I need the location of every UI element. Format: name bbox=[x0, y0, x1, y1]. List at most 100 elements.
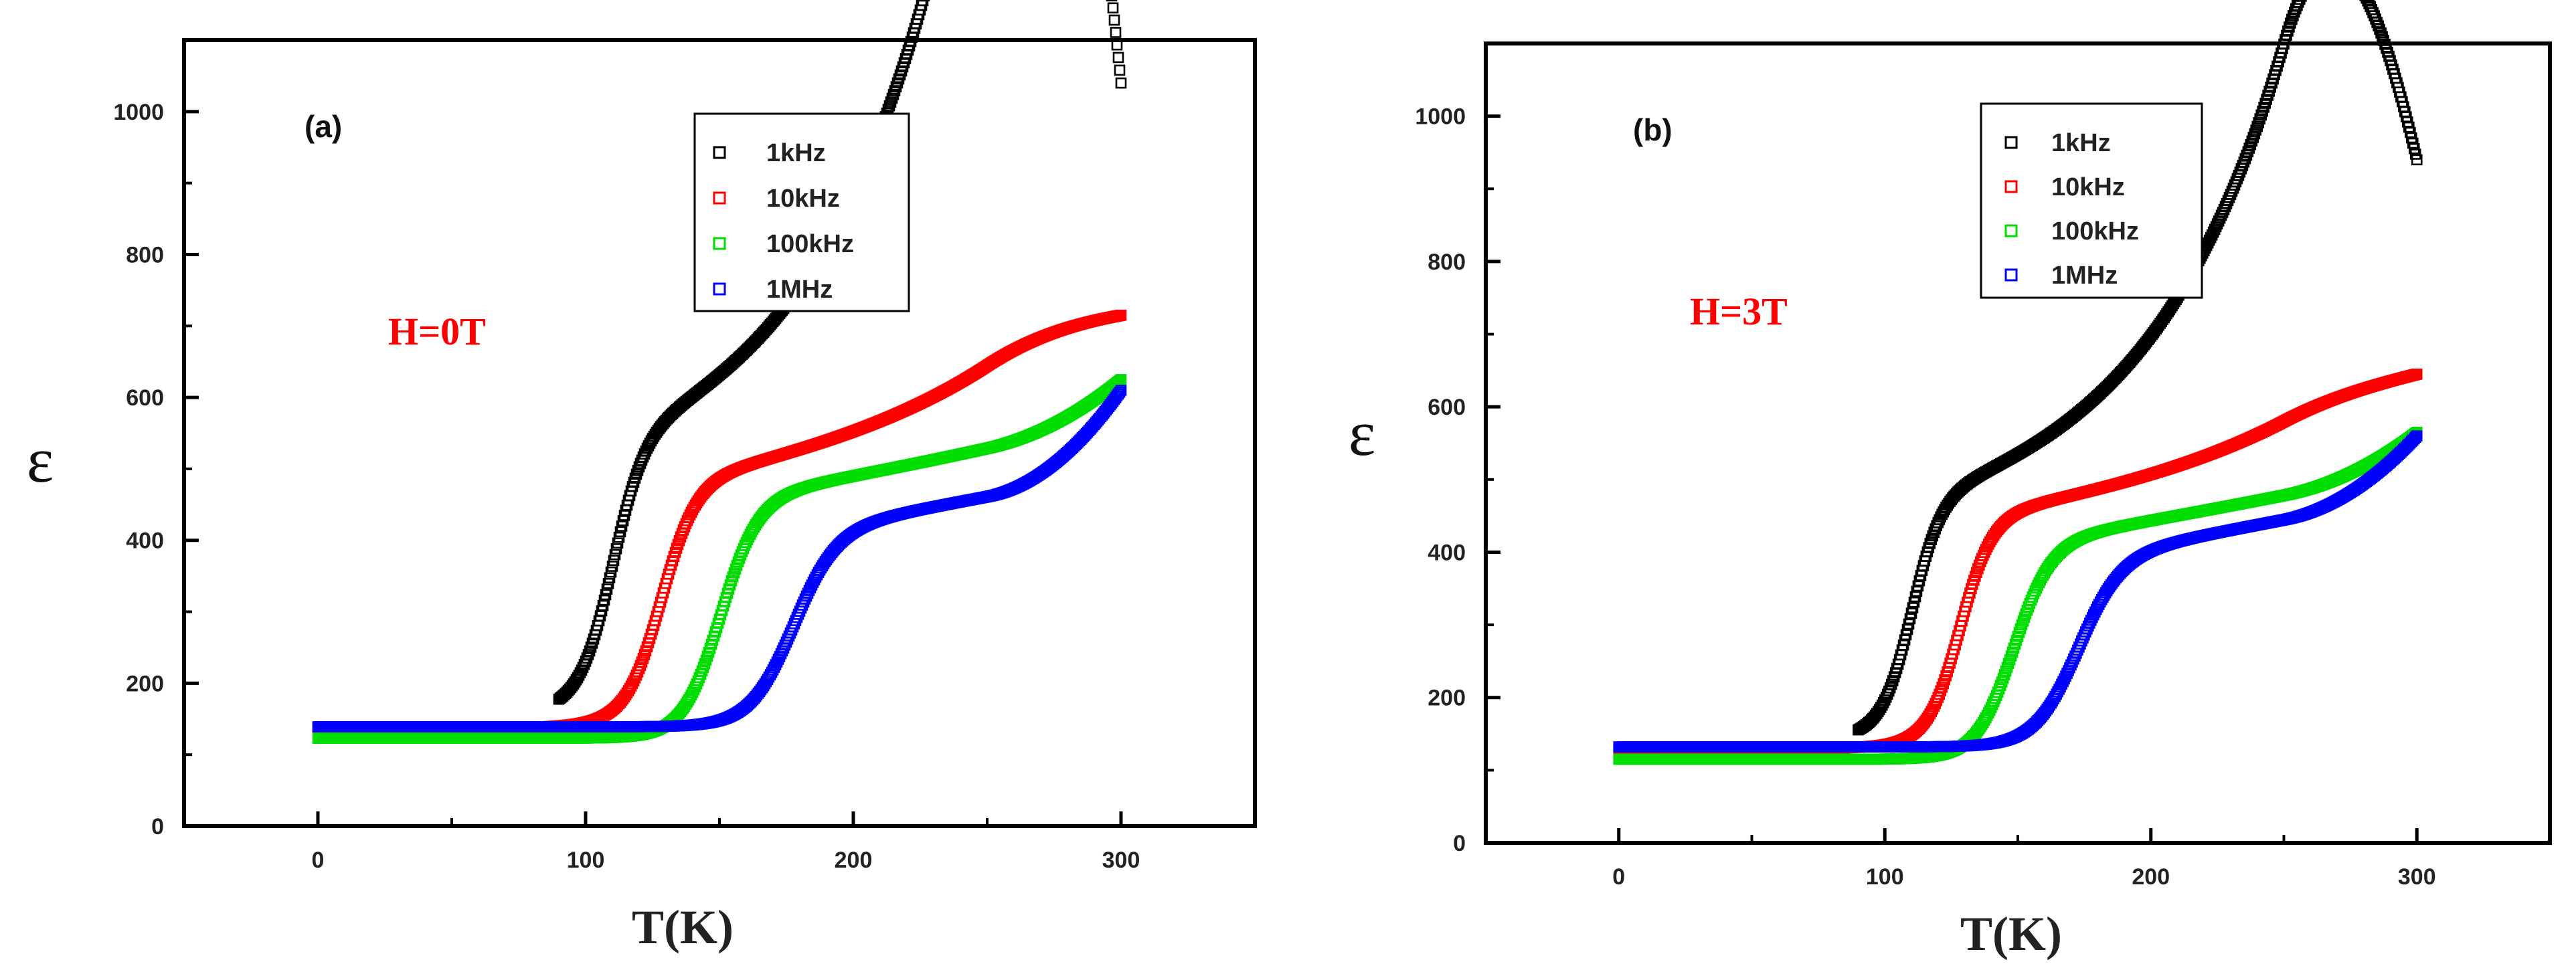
field-annotation: H=0T bbox=[388, 310, 486, 353]
series-1MHz bbox=[312, 385, 1127, 732]
data-point bbox=[634, 660, 647, 672]
x-tick-label: 300 bbox=[2398, 864, 2436, 890]
data-point bbox=[2002, 658, 2014, 670]
data-point bbox=[1884, 682, 1896, 694]
legend-label: 100kHz bbox=[766, 230, 854, 258]
data-point bbox=[636, 656, 648, 668]
data-point bbox=[2249, 128, 2261, 140]
legend-marker bbox=[2004, 180, 2018, 193]
legend-marker bbox=[2004, 268, 2018, 282]
legend-marker bbox=[713, 146, 726, 159]
data-point bbox=[2000, 665, 2012, 677]
y-axis-title: ε bbox=[27, 424, 54, 496]
data-point bbox=[1115, 77, 1127, 89]
data-point bbox=[1934, 688, 1946, 700]
data-point bbox=[1972, 563, 1984, 575]
data-point bbox=[2375, 27, 2387, 39]
panel-label: (b) bbox=[1633, 112, 1672, 147]
data-point bbox=[1114, 64, 1126, 76]
legend: 1kHz 10kHz 100kHz 1MHz bbox=[1980, 102, 2203, 299]
data-point bbox=[2408, 433, 2420, 445]
legend-label: 1kHz bbox=[2051, 129, 2111, 157]
data-series bbox=[312, 0, 1127, 744]
data-point bbox=[610, 543, 622, 555]
data-point bbox=[2017, 615, 2029, 627]
data-point bbox=[1110, 27, 1122, 38]
data-point bbox=[697, 662, 709, 673]
y-tick-label: 800 bbox=[1428, 250, 1466, 275]
legend-label: 1MHz bbox=[766, 276, 833, 304]
data-point bbox=[605, 566, 617, 578]
data-point bbox=[2411, 154, 2423, 166]
axis-ticks bbox=[183, 110, 1256, 828]
legend-label: 100kHz bbox=[2051, 217, 2139, 246]
data-point bbox=[582, 649, 594, 660]
legend-marker bbox=[713, 191, 726, 205]
data-point bbox=[1115, 374, 1127, 385]
data-point bbox=[2016, 619, 2028, 631]
y-axis-title: ε bbox=[1349, 397, 1375, 469]
y-tick-label: 200 bbox=[126, 671, 164, 696]
data-point bbox=[612, 537, 624, 549]
x-tick-label: 0 bbox=[1612, 864, 1625, 890]
data-point bbox=[885, 96, 897, 108]
data-point bbox=[1996, 676, 2008, 688]
data-point bbox=[2251, 120, 2263, 132]
data-point bbox=[2245, 138, 2257, 151]
series-10kHz bbox=[1613, 368, 2423, 755]
y-tick-label: 0 bbox=[151, 814, 164, 840]
data-point bbox=[728, 567, 740, 579]
data-point bbox=[584, 645, 596, 657]
x-tick-label: 100 bbox=[567, 848, 605, 873]
data-point bbox=[2001, 662, 2013, 673]
data-point bbox=[2286, 13, 2298, 25]
legend-marker bbox=[2004, 224, 2018, 237]
data-point bbox=[2238, 156, 2250, 168]
data-point bbox=[637, 652, 649, 664]
data-point bbox=[886, 92, 898, 104]
panel-b: 0 200 400 600 800 1000 0 100 200 300 (b) H=3T 1k… bbox=[1349, 0, 2552, 961]
y-tick-label: 600 bbox=[1428, 395, 1466, 420]
x-axis-title: T(K) bbox=[632, 900, 734, 954]
legend-marker bbox=[2004, 136, 2018, 149]
data-point bbox=[1936, 682, 1948, 693]
data-point bbox=[2288, 10, 2299, 21]
x-tick-label: 100 bbox=[1866, 864, 1904, 890]
data-point bbox=[581, 652, 593, 664]
data-point bbox=[2020, 608, 2032, 619]
legend-items: 1kHz 10kHz 100kHz 1MHz bbox=[2004, 129, 2139, 290]
legend-box bbox=[1980, 102, 2203, 299]
data-point bbox=[918, 0, 930, 2]
data-point bbox=[2373, 20, 2384, 31]
data-point bbox=[695, 668, 707, 680]
data-point bbox=[1885, 678, 1897, 690]
data-point bbox=[2374, 23, 2385, 35]
legend-label: 1MHz bbox=[2051, 262, 2118, 290]
data-point bbox=[1994, 680, 2006, 691]
data-point bbox=[729, 563, 742, 575]
data-point bbox=[2014, 623, 2027, 635]
legend-marker bbox=[713, 282, 726, 296]
data-point bbox=[2411, 430, 2423, 442]
data-point bbox=[606, 561, 618, 572]
y-tick-label: 0 bbox=[1453, 831, 1466, 856]
data-point bbox=[2285, 17, 2296, 29]
y-tick-label: 1000 bbox=[1415, 104, 1466, 130]
y-tick-label: 800 bbox=[126, 242, 164, 268]
y-tick-label: 1000 bbox=[113, 100, 164, 125]
data-point bbox=[2246, 135, 2258, 147]
data-point bbox=[2294, 0, 2306, 5]
data-point bbox=[608, 555, 620, 567]
x-tick-label: 300 bbox=[1102, 848, 1140, 873]
data-point bbox=[1998, 669, 2010, 680]
data-point bbox=[696, 665, 708, 677]
y-tick-label: 200 bbox=[1428, 686, 1466, 711]
panel-a: 0 200 400 600 800 1000 0 100 200 300 (a) H=0T 1k… bbox=[27, 0, 1257, 954]
legend-box bbox=[693, 112, 910, 312]
data-point bbox=[632, 465, 644, 476]
x-tick-label: 0 bbox=[312, 848, 325, 873]
data-point bbox=[700, 654, 712, 666]
data-point bbox=[2243, 142, 2255, 154]
series-100kHz bbox=[312, 374, 1127, 744]
data-point bbox=[602, 577, 614, 589]
